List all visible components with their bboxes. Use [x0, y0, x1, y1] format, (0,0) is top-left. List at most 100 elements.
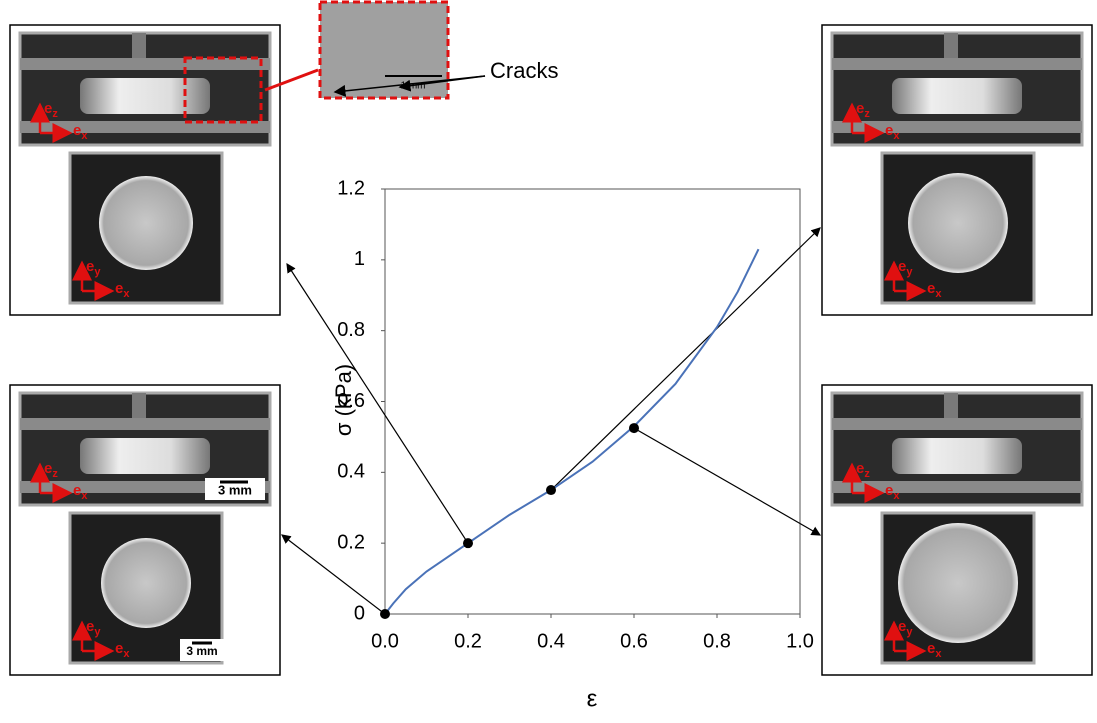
basis-label: ez — [856, 460, 870, 480]
sample — [80, 78, 210, 114]
basis-subscript: y — [94, 266, 101, 278]
basis-symbol: e — [856, 100, 864, 117]
sample-disc — [101, 538, 191, 628]
inset-scale-label: 1 mm — [401, 81, 426, 92]
basis-label: ex — [115, 280, 130, 300]
x-tick-label: 0.4 — [537, 630, 565, 652]
basis-label: ex — [927, 280, 942, 300]
basis-symbol: e — [885, 482, 893, 499]
basis-subscript: x — [81, 490, 88, 502]
basis-symbol: e — [898, 618, 906, 635]
basis-label: ex — [927, 640, 942, 660]
basis-label: ez — [44, 460, 58, 480]
x-tick-label: 0.0 — [371, 630, 399, 652]
basis-label: ex — [73, 482, 88, 502]
rod — [132, 33, 146, 58]
rod — [132, 393, 146, 418]
data-point — [380, 609, 390, 619]
basis-symbol: e — [86, 618, 94, 635]
y-tick-label: 0.2 — [337, 531, 365, 553]
y-tick-label: 0.6 — [337, 390, 365, 412]
data-point — [629, 423, 639, 434]
sample-disc — [898, 523, 1018, 643]
basis-subscript: y — [906, 626, 913, 638]
sample — [80, 438, 210, 474]
y-tick-label: 1 — [354, 248, 365, 270]
basis-subscript: x — [81, 130, 88, 142]
basis-subscript: y — [906, 266, 913, 278]
basis-label: ex — [885, 122, 900, 142]
inset-frame — [318, 0, 450, 100]
basis-label: ex — [885, 482, 900, 502]
x-tick-label: 1.0 — [786, 630, 814, 652]
y-axis-title: σ (kPa) — [331, 364, 356, 436]
basis-subscript: z — [52, 108, 58, 120]
basis-label: ey — [86, 618, 101, 638]
plate — [832, 58, 1082, 70]
data-point — [546, 485, 556, 496]
basis-symbol: e — [44, 100, 52, 117]
plate — [20, 121, 270, 133]
sample — [892, 78, 1022, 114]
basis-label: ey — [898, 618, 913, 638]
basis-symbol: e — [73, 482, 81, 499]
scale-label: 3 mm — [186, 644, 217, 658]
x-tick-label: 0.2 — [454, 630, 482, 652]
basis-symbol: e — [927, 280, 935, 297]
plate — [20, 58, 270, 70]
basis-label: ez — [44, 100, 58, 120]
basis-label: ez — [856, 100, 870, 120]
basis-symbol: e — [885, 122, 893, 139]
link-arrow — [281, 534, 386, 615]
basis-symbol: e — [115, 280, 123, 297]
basis-symbol: e — [73, 122, 81, 139]
plate — [832, 481, 1082, 493]
sample — [892, 438, 1022, 474]
inset-connector — [264, 68, 319, 92]
basis-subscript: x — [935, 648, 942, 660]
basis-subscript: x — [123, 648, 130, 660]
x-tick-label: 0.6 — [620, 630, 648, 652]
basis-subscript: x — [123, 288, 130, 300]
curve — [384, 248, 760, 615]
basis-subscript: x — [893, 130, 900, 142]
zoom-box — [183, 56, 263, 124]
y-tick-label: 1.2 — [337, 177, 365, 199]
basis-subscript: y — [94, 626, 101, 638]
scale-box — [180, 639, 224, 661]
basis-subscript: z — [52, 468, 58, 480]
basis-symbol: e — [44, 460, 52, 477]
basis-subscript: z — [864, 468, 870, 480]
plate — [832, 121, 1082, 133]
sample-disc — [99, 176, 193, 270]
data-point — [463, 538, 473, 549]
basis-label: ey — [86, 258, 101, 278]
y-tick-label: 0.8 — [337, 319, 365, 341]
basis-symbol: e — [115, 640, 123, 657]
rod — [944, 33, 958, 58]
basis-subscript: x — [935, 288, 942, 300]
link-arrow — [286, 262, 469, 544]
basis-label: ex — [115, 640, 130, 660]
y-tick-label: 0.4 — [337, 461, 365, 483]
x-tick-label: 0.8 — [703, 630, 731, 652]
basis-symbol: e — [927, 640, 935, 657]
scale-label: 3 mm — [218, 482, 252, 497]
sample-disc — [908, 173, 1008, 273]
plot-area — [384, 188, 801, 615]
link-arrow — [633, 427, 822, 536]
basis-subscript: x — [893, 490, 900, 502]
plate — [832, 418, 1082, 430]
basis-label: ey — [898, 258, 913, 278]
crack-arrow — [398, 75, 486, 92]
link-arrow — [550, 227, 821, 491]
y-tick-label: 0 — [354, 602, 365, 624]
basis-symbol: e — [898, 258, 906, 275]
cracks-label: Cracks — [490, 58, 558, 83]
plate — [20, 418, 270, 430]
